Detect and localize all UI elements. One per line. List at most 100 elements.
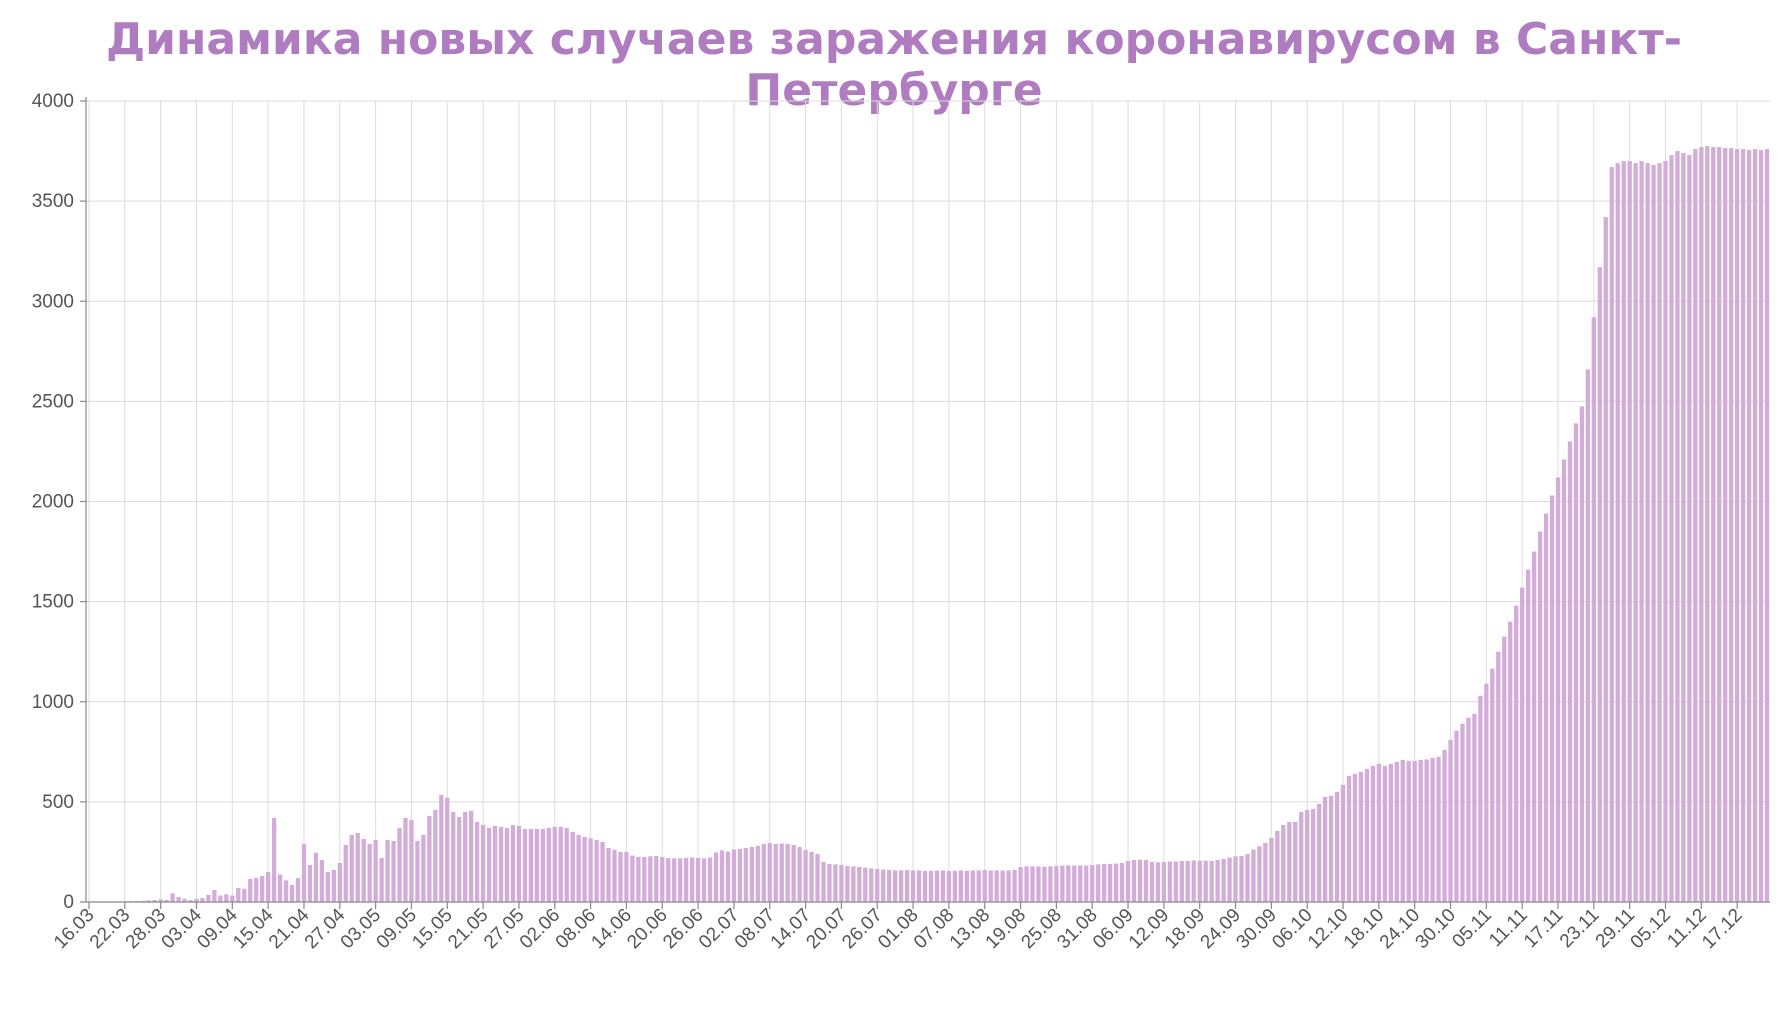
x-tick-label: 26.07 xyxy=(838,905,886,953)
bar xyxy=(1705,146,1710,902)
bar xyxy=(761,843,766,902)
bar xyxy=(1746,150,1752,902)
x-tick-label: 20.06 xyxy=(623,905,671,953)
bar xyxy=(672,858,677,902)
bar xyxy=(636,856,641,902)
bar xyxy=(1543,513,1549,902)
x-tick-label: 11.11 xyxy=(1485,905,1531,951)
bar xyxy=(254,877,259,902)
bar xyxy=(546,827,551,902)
bar xyxy=(713,852,719,902)
bar xyxy=(606,847,611,902)
bar xyxy=(403,817,408,902)
bar xyxy=(540,828,545,902)
x-tick-label: 24.10 xyxy=(1376,905,1424,953)
bar xyxy=(498,826,504,902)
bar xyxy=(666,857,671,902)
x-tick-label: 27.05 xyxy=(480,905,528,953)
bar xyxy=(1370,765,1376,902)
x-tick-label: 09.05 xyxy=(373,905,421,953)
bar xyxy=(1299,811,1304,902)
bar xyxy=(522,828,528,902)
bar xyxy=(648,856,653,902)
x-tick-label: 12.09 xyxy=(1125,905,1173,953)
bar xyxy=(367,843,372,902)
bar xyxy=(922,870,928,902)
bar xyxy=(200,897,205,902)
bar xyxy=(827,863,832,902)
bar xyxy=(803,849,808,902)
bar xyxy=(642,856,647,902)
bar xyxy=(904,869,910,902)
bar xyxy=(421,834,426,902)
bar xyxy=(887,869,892,902)
bar xyxy=(1197,860,1202,902)
x-tick-label: 18.10 xyxy=(1340,905,1388,953)
bar xyxy=(940,870,946,902)
bar xyxy=(833,864,838,902)
bar xyxy=(1752,149,1758,902)
bar xyxy=(451,811,456,902)
bar xyxy=(755,845,760,902)
bar xyxy=(893,870,898,902)
x-tick-label: 25.08 xyxy=(1017,905,1065,953)
x-tick-label: 15.04 xyxy=(229,904,278,953)
bar xyxy=(236,887,241,902)
bar xyxy=(964,870,969,902)
x-tick-label: 16.03 xyxy=(50,905,98,953)
bar xyxy=(1340,784,1346,902)
bar xyxy=(1006,870,1011,902)
bar xyxy=(319,859,325,902)
bar xyxy=(1621,161,1626,902)
bar xyxy=(1305,809,1310,902)
bar xyxy=(767,842,772,902)
bar xyxy=(1484,683,1489,902)
bar xyxy=(624,851,629,902)
bar xyxy=(1042,866,1047,902)
bar xyxy=(845,865,850,902)
bar xyxy=(242,888,247,902)
bar xyxy=(1072,865,1077,902)
bar xyxy=(1454,730,1459,902)
bar xyxy=(158,899,163,902)
bar xyxy=(492,825,498,902)
x-tick-label: 01.08 xyxy=(874,905,922,953)
bar xyxy=(1078,865,1083,902)
bar xyxy=(749,846,754,902)
bar xyxy=(1561,459,1567,902)
bar xyxy=(630,855,635,902)
bar xyxy=(164,899,169,902)
x-tick-label: 15.05 xyxy=(408,905,456,953)
bar xyxy=(898,870,904,902)
x-tick-label: 05.12 xyxy=(1627,905,1675,953)
bar xyxy=(194,898,199,902)
bar xyxy=(313,852,319,902)
bar xyxy=(1287,821,1292,902)
bar xyxy=(212,889,217,902)
bar xyxy=(433,809,438,902)
bar xyxy=(695,857,701,902)
bar xyxy=(1633,163,1638,902)
bar xyxy=(349,834,354,902)
x-tick-label: 21.04 xyxy=(265,904,314,953)
bar xyxy=(612,849,617,902)
bar xyxy=(224,894,229,902)
bar xyxy=(271,817,277,902)
bar xyxy=(1215,859,1220,902)
x-tick-label: 03.04 xyxy=(158,904,207,953)
bar xyxy=(1113,863,1119,902)
bar xyxy=(952,870,958,902)
bar xyxy=(1030,866,1035,902)
bar xyxy=(1358,771,1364,902)
x-tick-label: 14.07 xyxy=(767,905,815,953)
bar xyxy=(1376,763,1382,902)
x-tick-label: 17.12 xyxy=(1698,905,1746,953)
bar xyxy=(558,826,563,902)
y-tick-label: 3500 xyxy=(32,191,74,212)
bar xyxy=(839,864,844,902)
bar xyxy=(1735,149,1740,902)
bar xyxy=(1024,866,1029,902)
bar xyxy=(1161,861,1167,902)
bar xyxy=(1639,161,1644,902)
